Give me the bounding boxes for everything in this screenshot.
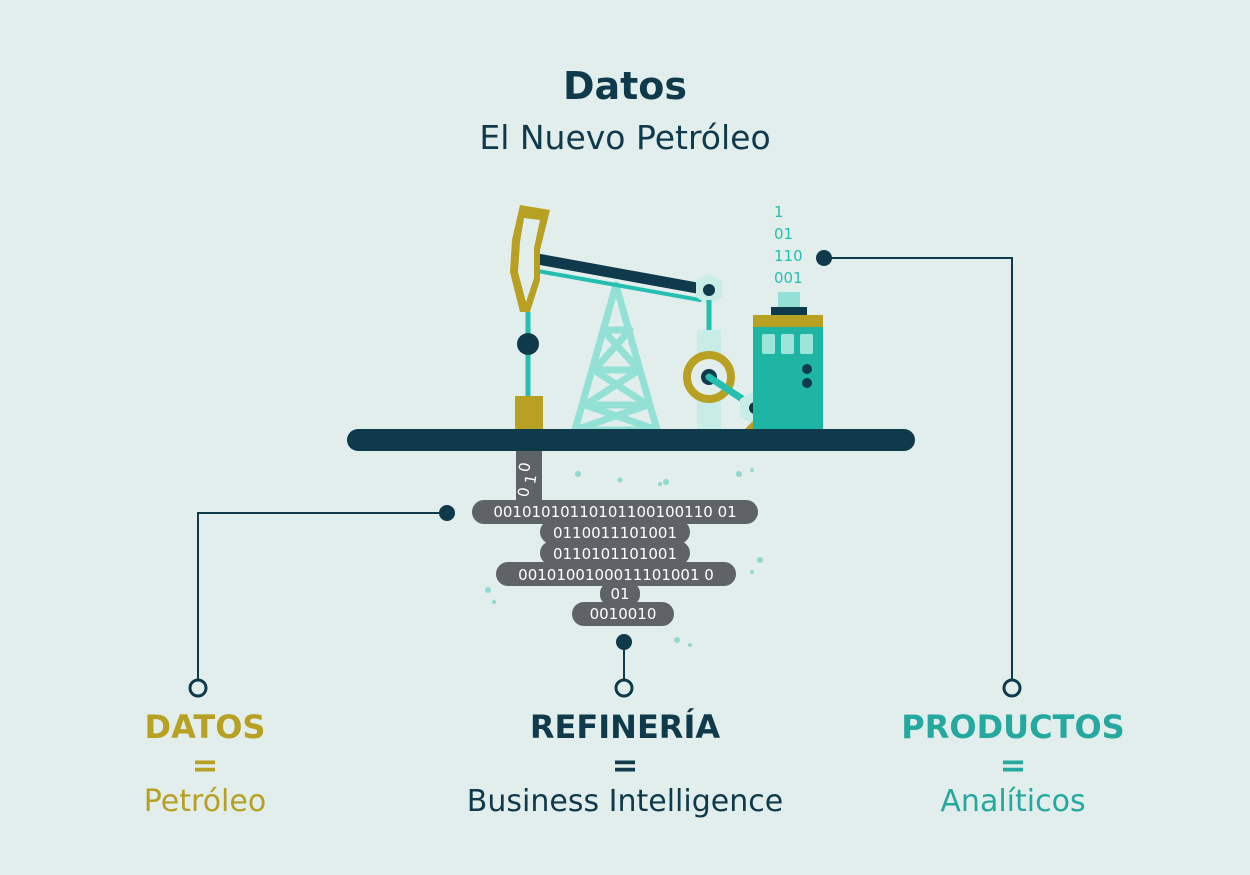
label-datos-equals: = <box>191 746 219 784</box>
page-title: Datos <box>562 64 688 108</box>
label-productos: PRODUCTOS = Analíticos <box>803 706 1223 822</box>
blob-binary-line: 0110101101001 <box>553 545 677 563</box>
label-refineria: REFINERÍA = Business Intelligence <box>415 706 835 822</box>
label-refineria-equals: = <box>611 746 639 784</box>
label-datos: DATOS = Petróleo <box>0 706 415 822</box>
product-binary-line: 1 <box>774 203 784 221</box>
decorative-droplets <box>485 468 763 647</box>
label-datos-subtitle: Petróleo <box>143 784 267 819</box>
page-subtitle: El Nuevo Petróleo <box>479 118 771 157</box>
blob-binary-line: 01 <box>610 585 629 603</box>
data-pool-binary: 00101010110101100100110 01 0110011101001… <box>493 503 736 623</box>
product-binary-line: 01 <box>774 225 793 243</box>
derrick-tower <box>571 281 661 434</box>
product-binary-output: 1 01 110 001 <box>774 203 803 287</box>
walking-beam <box>526 252 714 302</box>
label-refineria-title: REFINERÍA <box>529 708 721 746</box>
pipe-digit: 0 <box>515 461 534 474</box>
pipe-digit: 0 <box>514 486 533 499</box>
label-productos-equals: = <box>999 746 1027 784</box>
product-binary-line: 001 <box>774 269 803 287</box>
label-refineria-subtitle: Business Intelligence <box>466 784 784 819</box>
label-productos-title: PRODUCTOS <box>901 708 1125 746</box>
well-head <box>515 312 543 432</box>
blob-binary-line: 00101010110101100100110 01 <box>493 503 736 521</box>
horsehead <box>510 205 550 312</box>
data-pool-blob <box>472 500 758 626</box>
blob-binary-line: 0010100100011101001 0 <box>518 566 714 584</box>
blob-binary-line: 0110011101001 <box>553 524 677 542</box>
label-productos-subtitle: Analíticos <box>940 784 1086 819</box>
storage-tank <box>753 292 823 432</box>
label-datos-title: DATOS <box>144 708 266 746</box>
product-binary-line: 110 <box>774 247 803 265</box>
ground-line <box>347 429 915 451</box>
pipe-digit: 1 <box>521 473 540 486</box>
connector-refineria <box>614 634 634 698</box>
blob-binary-line: 0010010 <box>590 605 657 623</box>
connector-productos <box>816 250 1022 698</box>
connector-datos <box>188 505 455 698</box>
